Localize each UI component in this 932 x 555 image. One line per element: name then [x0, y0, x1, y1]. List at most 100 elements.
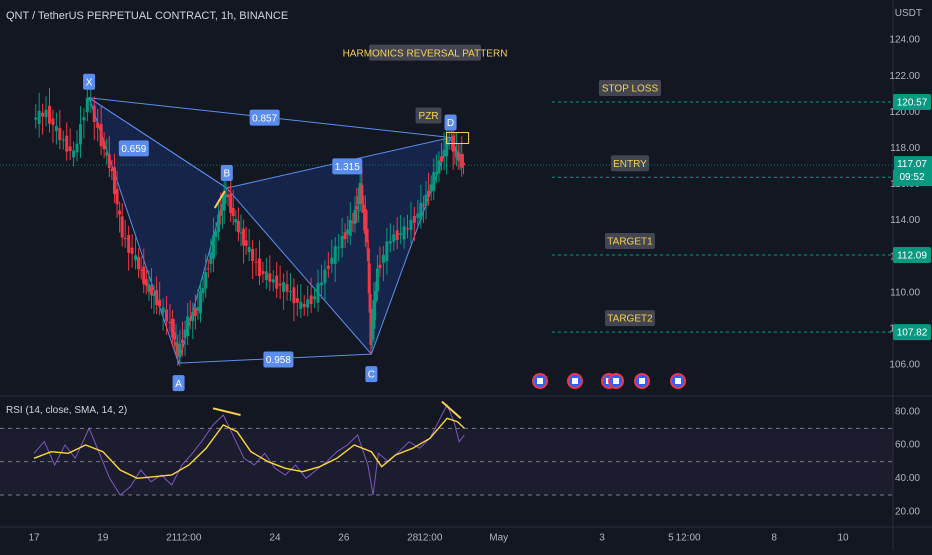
candle-body [346, 229, 350, 235]
candle-body [115, 188, 119, 205]
candle-body [366, 248, 370, 262]
candle-body [261, 271, 265, 274]
candle-body [399, 233, 403, 235]
pattern-point-label-group: B [220, 165, 233, 182]
candle-body [437, 160, 441, 174]
pattern-point-label: D [447, 118, 454, 129]
candle-body [54, 126, 58, 132]
candle-body [295, 298, 299, 303]
time-tick-label: 26 [338, 533, 350, 544]
candle-body [313, 296, 317, 300]
candle-body [257, 258, 261, 277]
rsi-tick-label: 60.00 [895, 440, 920, 451]
candle-body [171, 318, 175, 338]
time-tick-label: 3 [599, 533, 605, 544]
candle-body [204, 272, 208, 289]
ratio-label: 0.659 [121, 144, 146, 155]
candle-body [75, 143, 79, 153]
candle-body [96, 122, 100, 128]
ratio-label-bg [332, 158, 363, 175]
candle-body [65, 135, 69, 152]
pattern-point-label-bg [220, 165, 233, 182]
candle-body [412, 216, 416, 223]
candle-body [158, 299, 162, 307]
candle-body [360, 184, 364, 205]
candle-body [432, 172, 436, 191]
candle-body [92, 105, 96, 122]
level-name-label-group: STOP LOSS [599, 79, 661, 96]
candle-body [355, 206, 359, 210]
level-price-label: 112.09 [897, 251, 927, 262]
candle-body [330, 257, 334, 264]
candle-body [236, 220, 240, 233]
candle-body [89, 103, 93, 105]
candle-body [144, 279, 148, 286]
candle-body [242, 228, 246, 246]
candle-body [47, 105, 51, 124]
highlight-stroke [213, 190, 226, 209]
candle-body [219, 210, 223, 216]
price-tick-label: 118.00 [890, 143, 920, 154]
pattern-point-label: A [175, 379, 182, 390]
level-name-label-group: ENTRY [611, 155, 649, 172]
rsi-ma-line [33, 417, 465, 480]
candle-body [447, 140, 451, 142]
candle-body [61, 139, 65, 141]
level-price-label-group: 120.57 [893, 93, 931, 110]
level-price-label-bg [893, 93, 931, 110]
level-price-label-group: 112.09 [893, 247, 931, 264]
candle-body [353, 209, 357, 224]
candle-body [458, 157, 462, 162]
candle-body [275, 275, 279, 289]
candle-body [34, 117, 38, 120]
candle-body [388, 241, 392, 244]
level-name-label-group: TARGET1 [605, 233, 655, 250]
candle-body [306, 299, 310, 308]
candle-body [427, 190, 431, 197]
candle-body [130, 247, 134, 254]
price-tick-label: 114.00 [890, 215, 920, 226]
candle-body [461, 162, 465, 166]
level-price-label: 107.82 [897, 328, 928, 339]
candle-body [186, 316, 190, 337]
pattern-title-group: HARMONICS REVERSAL PATTERN [343, 44, 507, 61]
candle-body [362, 204, 366, 213]
candle-body [292, 287, 296, 304]
candle-body [217, 214, 221, 232]
candle-body [178, 343, 182, 358]
candle-body [285, 284, 289, 292]
candle-body [211, 235, 215, 259]
candle-body [429, 184, 433, 192]
candle-body [183, 329, 187, 338]
pattern-title-bg [369, 44, 481, 61]
candle-body [231, 207, 235, 217]
prz-label-bg [415, 107, 442, 124]
countdown-label: 09:52 [899, 172, 924, 183]
candle-body [368, 294, 372, 313]
price-tick-label: 110.00 [890, 287, 920, 298]
candle-body [434, 172, 438, 175]
prz-label-group: PZR [415, 107, 442, 124]
candle-body [142, 266, 146, 285]
level-price-label-bg [893, 247, 931, 264]
candle-body [282, 282, 286, 292]
time-tick-label: 5 [668, 533, 674, 544]
ratio-label-group: 0.857 [249, 109, 280, 126]
rsi-line [33, 403, 465, 496]
rsi-tick-label: 20.00 [895, 506, 920, 517]
candle-body [268, 273, 272, 282]
candle-body [165, 309, 169, 322]
candle-body [385, 241, 389, 262]
candle-body [155, 290, 159, 306]
candle-body [424, 194, 428, 206]
flag-icon [608, 373, 624, 389]
flag-icon [567, 373, 583, 389]
candle-body [149, 285, 153, 296]
level-name-label-group: TARGET2 [605, 310, 655, 327]
ratio-label-bg [118, 140, 149, 157]
candle-body [209, 252, 213, 264]
time-tick-label: 28 [407, 533, 419, 544]
